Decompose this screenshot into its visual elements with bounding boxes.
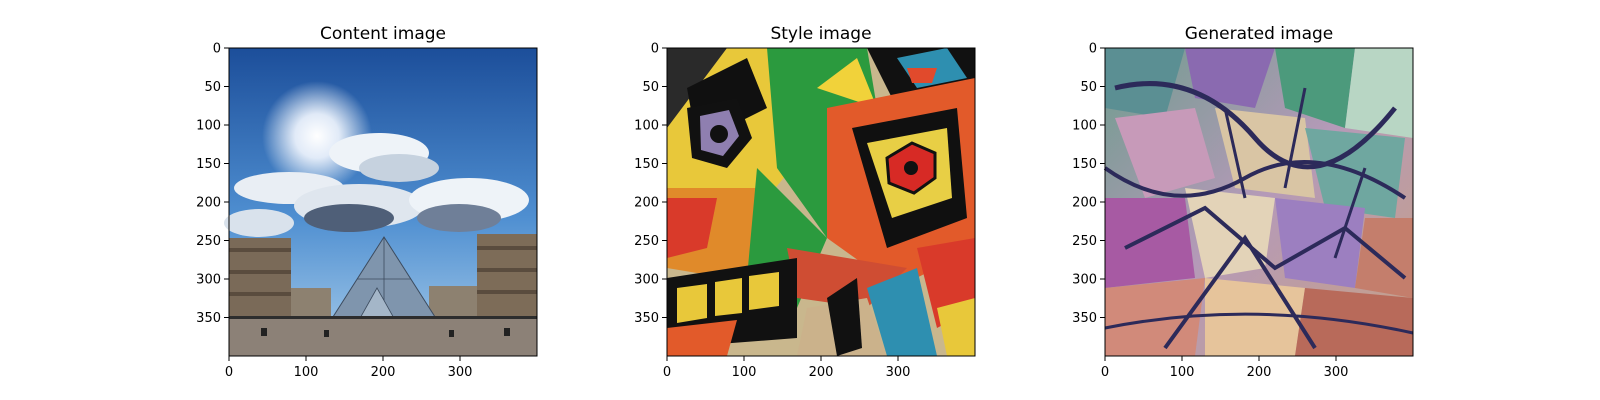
style-painting [667, 48, 975, 356]
style-image-x-tick-label: 100 [732, 365, 757, 380]
panel-content [224, 47, 538, 357]
style-image-title: Style image [770, 24, 871, 44]
content-image-y-tick-label: 0 [213, 42, 221, 57]
generated-image-y-tick-label: 200 [1072, 196, 1097, 211]
content-image-x-tick-label: 0 [225, 365, 233, 380]
generated-image-y-tick-label: 50 [1080, 80, 1097, 95]
generated-image-y-tick-label: 150 [1072, 157, 1097, 172]
style-image-y-tick-label: 300 [634, 273, 659, 288]
style-image-x-tick-label: 0 [663, 365, 671, 380]
content-image-y-tick-label: 100 [196, 119, 221, 134]
content-image-y-tick-label: 150 [196, 157, 221, 172]
style-image-x-tick-label: 300 [886, 365, 911, 380]
generated-image-x-tick-label: 300 [1324, 365, 1349, 380]
style-image-y-tick-label: 200 [634, 196, 659, 211]
content-photo [224, 48, 537, 356]
content-image-x-tick-label: 100 [294, 365, 319, 380]
style-image-y-tick-label: 350 [634, 311, 659, 326]
generated-image-x-tick-label: 0 [1101, 365, 1109, 380]
content-image-y-tick-label: 350 [196, 311, 221, 326]
style-image-y-tick-label: 250 [634, 234, 659, 249]
content-image-title: Content image [320, 24, 446, 44]
style-image-y-tick-label: 100 [634, 119, 659, 134]
content-image-x-tick-label: 200 [371, 365, 396, 380]
generated-image-y-tick-label: 0 [1089, 42, 1097, 57]
generated-image-title: Generated image [1185, 24, 1334, 44]
panel-generated [1103, 47, 1414, 357]
content-image-y-tick-label: 200 [196, 196, 221, 211]
style-image-x-tick-label: 200 [809, 365, 834, 380]
axis-annotations: Content image 0 100 200 300 0 50 100 150 200 250 30… [196, 24, 1348, 380]
generated-painting [1103, 48, 1414, 356]
content-image-x-tick-label: 300 [448, 365, 473, 380]
style-image-y-tick-label: 150 [634, 157, 659, 172]
content-image-y-tick-label: 300 [196, 273, 221, 288]
generated-image-x-tick-label: 100 [1170, 365, 1195, 380]
generated-image-y-tick-label: 350 [1072, 311, 1097, 326]
generated-image-x-tick-label: 200 [1247, 365, 1272, 380]
generated-image-y-tick-label: 300 [1072, 273, 1097, 288]
generated-image-y-tick-label: 250 [1072, 234, 1097, 249]
content-image-y-tick-label: 250 [196, 234, 221, 249]
content-image-y-tick-label: 50 [204, 80, 221, 95]
generated-image-y-tick-label: 100 [1072, 119, 1097, 134]
panel-style [666, 47, 976, 357]
style-image-y-tick-label: 0 [651, 42, 659, 57]
style-image-y-tick-label: 50 [642, 80, 659, 95]
